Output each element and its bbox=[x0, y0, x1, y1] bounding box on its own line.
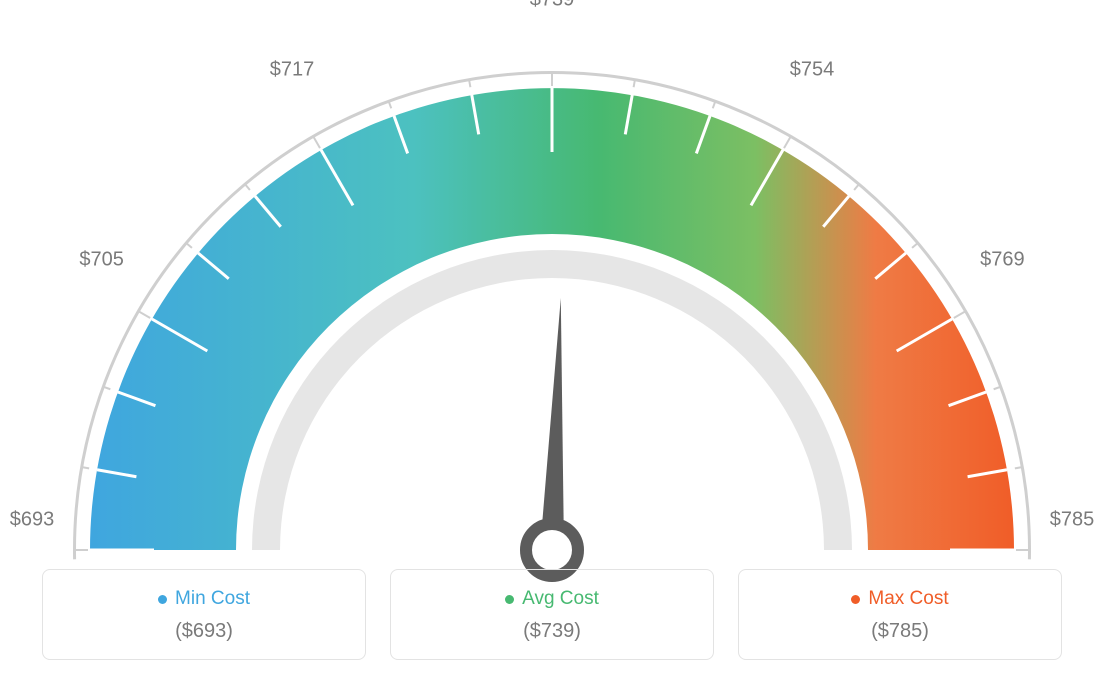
gauge-tick-label: $754 bbox=[790, 58, 835, 81]
legend-card-min: Min Cost ($693) bbox=[42, 569, 366, 660]
dot-icon bbox=[851, 595, 860, 604]
legend-card-avg: Avg Cost ($739) bbox=[390, 569, 714, 660]
legend-label: Max Cost bbox=[868, 588, 948, 610]
gauge-svg bbox=[22, 30, 1082, 590]
dot-icon bbox=[505, 595, 514, 604]
legend-value-max: ($785) bbox=[749, 620, 1051, 643]
legend-card-max: Max Cost ($785) bbox=[738, 569, 1062, 660]
legend-label: Min Cost bbox=[175, 588, 250, 610]
gauge-tick-label: $785 bbox=[1050, 509, 1095, 532]
legend-title-min: Min Cost bbox=[158, 588, 250, 610]
legend-title-avg: Avg Cost bbox=[505, 588, 599, 610]
legend-label: Avg Cost bbox=[522, 588, 599, 610]
legend-title-max: Max Cost bbox=[851, 588, 948, 610]
gauge-tick-label: $769 bbox=[980, 249, 1025, 272]
gauge-tick-label: $717 bbox=[270, 58, 315, 81]
legend-value-avg: ($739) bbox=[401, 620, 703, 643]
legend-row: Min Cost ($693) Avg Cost ($739) Max Cost… bbox=[42, 569, 1062, 660]
gauge-tick-label: $693 bbox=[10, 509, 55, 532]
gauge-tick-label: $739 bbox=[530, 0, 575, 12]
dot-icon bbox=[158, 595, 167, 604]
legend-value-min: ($693) bbox=[53, 620, 355, 643]
gauge-tick-label: $705 bbox=[79, 249, 124, 272]
gauge-chart: $693 $705 $717 $739 $754 $769 $785 bbox=[0, 0, 1104, 560]
